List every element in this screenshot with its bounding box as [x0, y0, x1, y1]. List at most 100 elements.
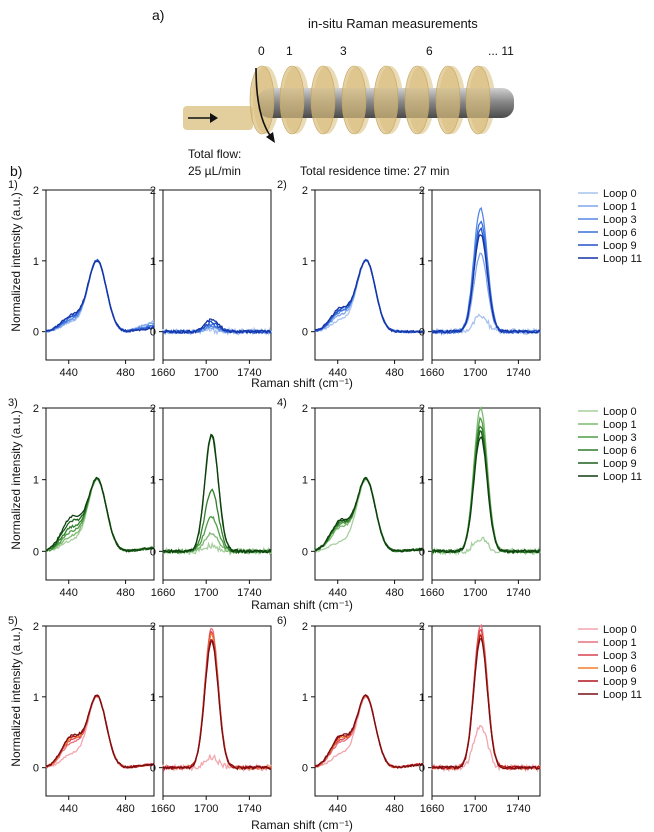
series-line-loop-0 [45, 695, 154, 769]
coil-turn [465, 65, 491, 135]
legend-label: Loop 11 [603, 471, 642, 483]
legend-label: Loop 11 [603, 689, 642, 701]
x-tick-label: 480 [385, 367, 403, 379]
x-tick-label: 1740 [506, 803, 530, 815]
legend-label: Loop 6 [603, 445, 637, 457]
plot-frame [431, 407, 541, 581]
series-line-loop-1 [431, 405, 541, 554]
y-tick-label: 2 [33, 403, 39, 415]
coil-turn [373, 65, 399, 135]
loop-label-3: 3 [340, 44, 347, 58]
coil-turn [249, 65, 275, 135]
series-line-loop-0 [314, 478, 424, 554]
y-tick-label: 0 [150, 327, 156, 339]
series-line-loop-11 [314, 476, 424, 553]
y-tick-label: 1 [302, 692, 308, 704]
y-tick-label: 0 [302, 546, 308, 558]
coil-turn [435, 65, 461, 135]
x-axis-label-row-3: Raman shift (cm⁻¹) [251, 818, 353, 832]
y-tick-label: 2 [150, 185, 156, 197]
legend-label: Loop 1 [603, 201, 637, 213]
legend-label: Loop 9 [603, 458, 637, 470]
loop-label-0: 0 [258, 44, 265, 58]
y-tick-label: 1 [419, 256, 425, 268]
plot-frame [314, 407, 424, 581]
y-tick-label: 0 [150, 763, 156, 775]
y-tick-label: 1 [33, 256, 39, 268]
legend-label: Loop 9 [603, 240, 637, 252]
series-line-loop-11 [314, 694, 424, 769]
y-axis-label-row-3: Normalized intensity (a.u.) [9, 627, 23, 766]
series-line-loop-1 [163, 627, 272, 771]
x-tick-label: 1660 [151, 587, 175, 599]
legend-label: Loop 9 [603, 676, 637, 688]
series-line-loop-11 [45, 476, 154, 553]
plot-frame [45, 625, 155, 797]
y-tick-label: 2 [33, 621, 39, 633]
x-tick-label: 1660 [420, 367, 444, 379]
series-line-loop-11 [431, 436, 540, 555]
series-line-loop-11 [45, 694, 155, 769]
series-line-loop-0 [162, 541, 272, 557]
y-tick-label: 1 [150, 475, 156, 487]
y-axis-label-row-1: Normalized intensity (a.u.) [9, 192, 23, 331]
x-tick-label: 480 [116, 803, 134, 815]
series-line-loop-9 [431, 634, 541, 771]
y-tick-label: 0 [419, 327, 425, 339]
series-line-loop-11 [162, 433, 272, 555]
x-tick-label: 440 [329, 587, 347, 599]
y-tick-label: 2 [33, 185, 39, 197]
series-line-loop-0 [431, 536, 541, 557]
series-line-loop-11 [314, 259, 424, 334]
subplot-4: 0 1 2 1660 1700 1740 [419, 185, 541, 379]
y-tick-label: 2 [419, 621, 425, 633]
x-tick-label: 1740 [237, 803, 261, 815]
x-tick-label: 1700 [194, 367, 218, 379]
panel-number: 1) [8, 179, 18, 191]
subplot-5: 3) 0 1 2 440 480 [8, 397, 155, 599]
legend-label: Loop 11 [603, 253, 642, 265]
y-tick-label: 0 [33, 327, 39, 339]
panel-number: 2) [277, 179, 287, 191]
series-line-loop-9 [162, 320, 272, 335]
series-line-loop-0 [431, 724, 541, 773]
x-tick-label: 480 [385, 803, 403, 815]
legend-label: Loop 3 [603, 214, 637, 226]
y-tick-label: 0 [302, 763, 308, 775]
x-tick-label: 1700 [194, 803, 218, 815]
series-line-loop-11 [162, 318, 272, 335]
plot-frame [314, 625, 424, 797]
plot-frame [431, 189, 541, 361]
subplot-11: 6) 0 1 2 440 480 [277, 615, 424, 815]
y-tick-label: 2 [302, 185, 308, 197]
series-line-loop-9 [162, 434, 272, 554]
series-line-loop-9 [314, 476, 424, 553]
plot-frame [45, 189, 155, 361]
y-tick-label: 2 [302, 621, 308, 633]
spectra-plots: 1) 0 1 2 440 480 0 1 2 1660 1700 1740 2) 0 1 2 440 480 0 1 2… [8, 179, 541, 815]
series-line-loop-6 [45, 694, 155, 769]
y-tick-label: 1 [150, 692, 156, 704]
series-line-loop-1 [45, 694, 155, 769]
series-line-loop-9 [314, 694, 424, 770]
series-line-loop-6 [431, 632, 541, 771]
y-tick-label: 0 [150, 546, 156, 558]
y-tick-label: 0 [302, 327, 308, 339]
series-line-loop-6 [45, 477, 155, 553]
series-line-loop-1 [314, 476, 424, 553]
series-line-loop-11 [431, 233, 541, 335]
legend-label: Loop 6 [603, 663, 637, 675]
coil-turn [404, 65, 430, 135]
series-line-loop-3 [314, 694, 424, 769]
x-tick-label: 1660 [151, 803, 175, 815]
x-tick-label: 1740 [506, 587, 530, 599]
x-tick-label: 440 [60, 587, 78, 599]
subplot-9: 5) 0 1 2 440 480 [8, 615, 155, 815]
residence-time-label: Total residence time: 27 min [300, 164, 449, 178]
series-line-loop-1 [431, 623, 541, 771]
panel-number: 3) [8, 397, 18, 409]
x-tick-label: 480 [116, 587, 134, 599]
